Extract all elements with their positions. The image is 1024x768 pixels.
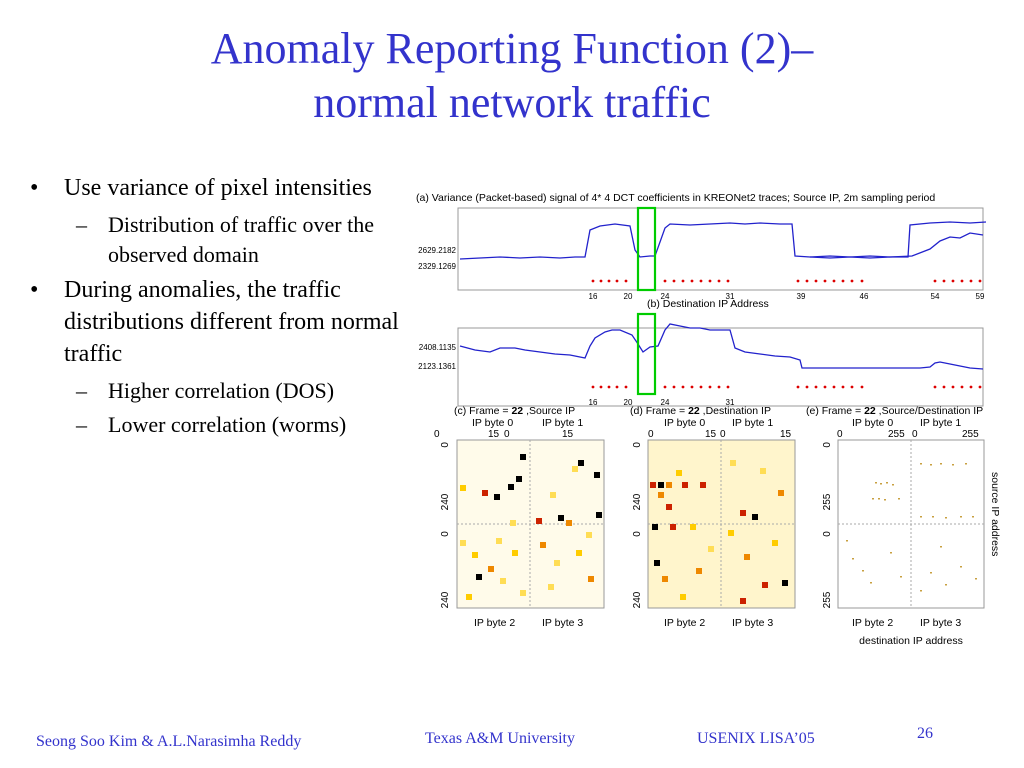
panel-a-ytick-hi: 2629.2182	[418, 246, 456, 255]
panel-e-tick-255b: 255	[962, 429, 979, 440]
panel-e-dots	[846, 463, 977, 592]
panel-d-tick-0: 0	[648, 429, 654, 440]
xtick-16: 16	[589, 292, 598, 301]
panel-d-tick-15: 15	[705, 429, 717, 440]
panel-c-top-label-0: IP byte 0	[472, 417, 513, 429]
panel-e-tick-0: 0	[837, 429, 843, 440]
panel-c-side-240: 240	[440, 493, 451, 510]
panel-c-top-label-1: IP byte 1	[542, 417, 583, 429]
panel-c-cells	[460, 454, 602, 600]
panel-d-bottom-label-1: IP byte 3	[732, 617, 773, 629]
panel-e-side-0b: 0	[822, 531, 833, 537]
xtick-24: 24	[661, 292, 670, 301]
panel-d-bottom-label-0: IP byte 2	[664, 617, 705, 629]
title-line-2: normal network traffic	[313, 78, 711, 127]
panel-d-side-0: 0	[632, 442, 643, 448]
traffic-figure: (a) Variance (Packet-based) signal of 4*…	[416, 192, 1001, 647]
xtick-20: 20	[624, 292, 633, 301]
panel-a-frame	[457, 207, 984, 291]
xtick-b-20: 20	[624, 398, 633, 407]
slide-title: Anomaly Reporting Function (2)– normal n…	[0, 22, 1024, 130]
panel-c-side-0b: 0	[440, 531, 451, 537]
panel-e-tick-255: 255	[888, 429, 905, 440]
panel-c-bottom-label-0: IP byte 2	[474, 617, 515, 629]
panel-e: (e) Frame = 22 ,Source/Destination IP IP…	[806, 405, 1001, 647]
panel-d-title: (d) Frame = 22 ,Destination IP	[630, 405, 771, 417]
panel-e-title: (e) Frame = 22 ,Source/Destination IP	[806, 405, 983, 417]
footer-authors: Seong Soo Kim & A.L.Narasimha Reddy	[36, 733, 302, 750]
panel-a-xticks: 16 20 24 31 39 46 54 59	[589, 292, 985, 301]
panel-b-frame	[457, 327, 984, 407]
panel-e-side-0: 0	[822, 442, 833, 448]
highlight-frame-b	[636, 312, 657, 396]
panel-e-top-label-0: IP byte 0	[852, 417, 893, 429]
panel-a-signal	[459, 221, 987, 260]
panel-c-side-0: 0	[440, 442, 451, 448]
panel-b-ytick-hi: 2408.1135	[419, 343, 457, 352]
xtick-b-16: 16	[589, 398, 598, 407]
panel-c-bottom-label-1: IP byte 3	[542, 617, 583, 629]
panel-d-side-240b: 240	[632, 591, 643, 608]
panel-d: (d) Frame = 22 ,Destination IP IP byte 0…	[630, 405, 796, 629]
panel-c-tick-0: 0	[434, 429, 440, 440]
panel-a-ytick-lo: 2329.1269	[418, 262, 456, 271]
xtick-b-24: 24	[661, 398, 670, 407]
xtick-54: 54	[931, 292, 940, 301]
xtick-b-31: 31	[726, 398, 735, 407]
panel-a-markers	[591, 279, 982, 283]
panel-e-bottom-label-0: IP byte 2	[852, 617, 893, 629]
footer-page-number: 26	[917, 725, 933, 742]
panel-e-side-255b: 255	[822, 591, 833, 608]
panel-a-title: (a) Variance (Packet-based) signal of 4*…	[416, 192, 935, 204]
panel-c-tick-15b: 15	[562, 429, 574, 440]
highlight-frame-a	[636, 206, 657, 292]
footer-university: Texas A&M University	[425, 730, 575, 747]
panel-c: (c) Frame = 22 ,Source IP IP byte 0 IP b…	[434, 405, 605, 629]
panel-d-side-240: 240	[632, 493, 643, 510]
footer-conference: USENIX LISA’05	[697, 730, 815, 747]
panel-d-side-0b: 0	[632, 531, 643, 537]
panel-e-xlabel: destination IP address	[859, 635, 963, 647]
panel-b-xticks: 16 20 24 31	[589, 398, 735, 407]
panel-c-tick-0b: 0	[504, 429, 510, 440]
panel-c-side-240b: 240	[440, 591, 451, 608]
bullet-list: Use variance of pixel intensities Distri…	[22, 172, 402, 444]
panel-b-ytick-lo: 2123.1361	[418, 362, 456, 371]
panel-e-side-255: 255	[822, 493, 833, 510]
panel-d-cells	[650, 460, 788, 604]
panel-d-top-label-1: IP byte 1	[732, 417, 773, 429]
panel-b-title: (b) Destination IP Address	[647, 298, 769, 310]
panel-b-signal	[459, 323, 984, 370]
xtick-59: 59	[976, 292, 985, 301]
bullet-1-sub-1: Distribution of traffic over the observe…	[22, 210, 402, 270]
panel-c-title: (c) Frame = 22 ,Source IP	[454, 405, 575, 417]
panel-d-top-label-0: IP byte 0	[664, 417, 705, 429]
panel-d-tick-15b: 15	[780, 429, 792, 440]
xtick-31: 31	[726, 292, 735, 301]
xtick-46: 46	[860, 292, 869, 301]
bullet-1: Use variance of pixel intensities	[22, 172, 402, 204]
xtick-39: 39	[797, 292, 806, 301]
panel-e-top-label-1: IP byte 1	[920, 417, 961, 429]
panel-e-bottom-label-1: IP byte 3	[920, 617, 961, 629]
panel-a-signal-tail	[809, 232, 984, 259]
panel-e-ylabel: source IP address	[989, 472, 1001, 556]
bullet-2-sub-2: Lower correlation (worms)	[22, 410, 402, 440]
bullet-2: During anomalies, the traffic distributi…	[22, 274, 402, 370]
title-line-1: Anomaly Reporting Function (2)–	[210, 24, 814, 73]
panel-e-tick-0b: 0	[912, 429, 918, 440]
panel-d-tick-0b: 0	[720, 429, 726, 440]
bullet-2-sub-1: Higher correlation (DOS)	[22, 376, 402, 406]
panel-c-tick-15: 15	[488, 429, 500, 440]
panel-b-markers	[591, 385, 982, 389]
